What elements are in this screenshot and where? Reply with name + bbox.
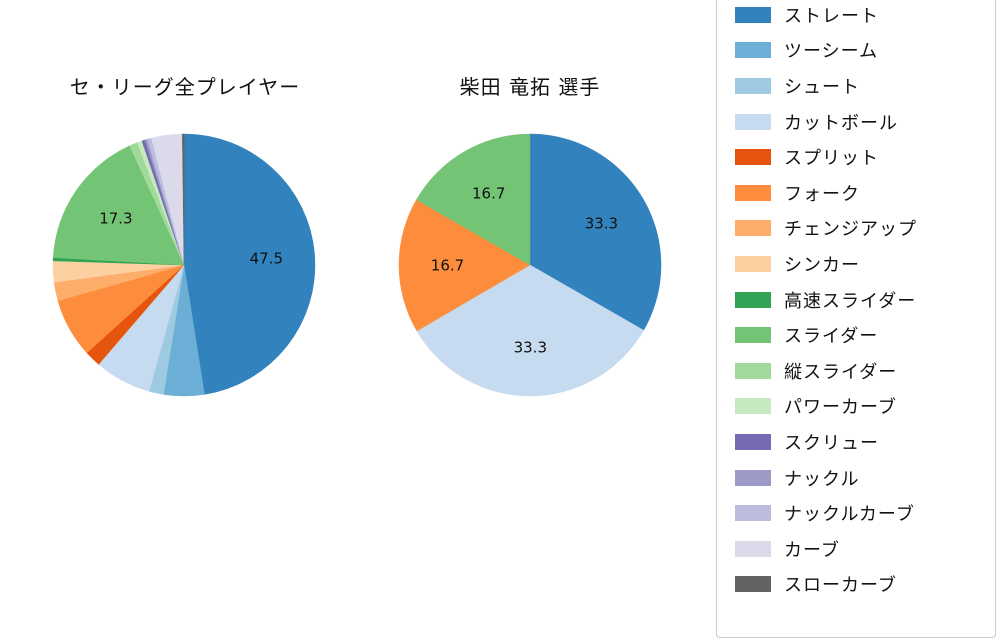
legend-item: スライダー [735,317,995,353]
legend-item: 縦スライダー [735,353,995,389]
pie-slice-0 [529,133,662,331]
pie-slice-value-label: 16.7 [431,256,464,274]
pie-slice-3 [416,133,531,266]
legend-color-swatch [735,433,771,450]
legend-color-swatch [735,113,771,130]
legend-color-swatch [735,6,771,23]
league-pie-chart: 47.5 17.3 [44,125,324,405]
legend-label: ストレート [784,5,879,27]
legend-item: ナックルカーブ [735,495,995,531]
legend-label: スローカーブ [784,575,897,597]
pie-slice-value-label: 33.3 [514,339,547,357]
legend-label: カーブ [784,539,840,561]
pie-slice-value-label: 33.3 [585,215,618,233]
pie-slice-1 [416,264,644,397]
legend-item: シュート [735,68,995,104]
legend-color-swatch [735,184,771,201]
legend-label: ナックル [784,468,860,490]
player-pie-chart: 33.3 33.3 16.7 16.7 [390,125,670,405]
legend-color-swatch [735,255,771,272]
legend-color-swatch [735,149,771,166]
legend-label: スプリット [784,148,879,170]
pie-slice-2 [398,199,531,332]
legend-item: スローカーブ [735,567,995,603]
legend-item: フォーク [735,175,995,211]
legend-color-swatch [735,398,771,415]
legend-item: パワーカーブ [735,389,995,425]
legend-item: ナックル [735,460,995,496]
league-pie-title: セ・リーグ全プレイヤー [69,75,301,99]
legend-label: 縦スライダー [784,361,898,383]
legend-item: ツーシーム [735,33,995,69]
legend-item: ストレート [735,0,995,33]
legend-color-swatch [735,42,771,59]
legend-label: カットボール [784,112,898,134]
pie-slice-9 [52,145,185,266]
pie-slice-value-label: 47.5 [250,250,283,268]
pie-slice-0 [183,133,316,395]
pie-slice-16 [182,133,185,266]
pie-slice-value-label: 16.7 [472,185,505,203]
legend-item: スプリット [735,139,995,175]
legend-color-swatch [735,469,771,486]
legend-label: シュート [784,76,860,98]
player-pie-title: 柴田 竜拓 選手 [459,75,601,99]
legend-label: フォーク [784,183,860,205]
legend-label: 高速スライダー [784,290,917,312]
legend-color-swatch [735,576,771,593]
legend-color-swatch [735,505,771,522]
legend-label: スライダー [784,326,879,348]
legend-color-swatch [735,540,771,557]
legend-item: カットボール [735,104,995,140]
legend-item: シンカー [735,246,995,282]
pitch-type-legend: ストレートツーシームシュートカットボール スプリットフォークチェンジアップ シンカー… [716,0,996,638]
legend-label: パワーカーブ [784,397,897,419]
legend-label: チェンジアップ [784,219,917,241]
legend-label: スクリュー [784,432,879,454]
legend-item: チェンジアップ [735,211,995,247]
legend-color-swatch [735,220,771,237]
legend-item: カーブ [735,531,995,567]
legend-color-swatch [735,291,771,308]
legend-color-swatch [735,77,771,94]
legend-color-swatch [735,327,771,344]
legend-label: ナックルカーブ [784,504,915,526]
legend-color-swatch [735,362,771,379]
legend-item: 高速スライダー [735,282,995,318]
pie-slice-value-label: 17.3 [99,209,132,227]
legend-label: シンカー [784,254,860,276]
legend-label: ツーシーム [784,41,879,63]
legend-item: スクリュー [735,424,995,460]
